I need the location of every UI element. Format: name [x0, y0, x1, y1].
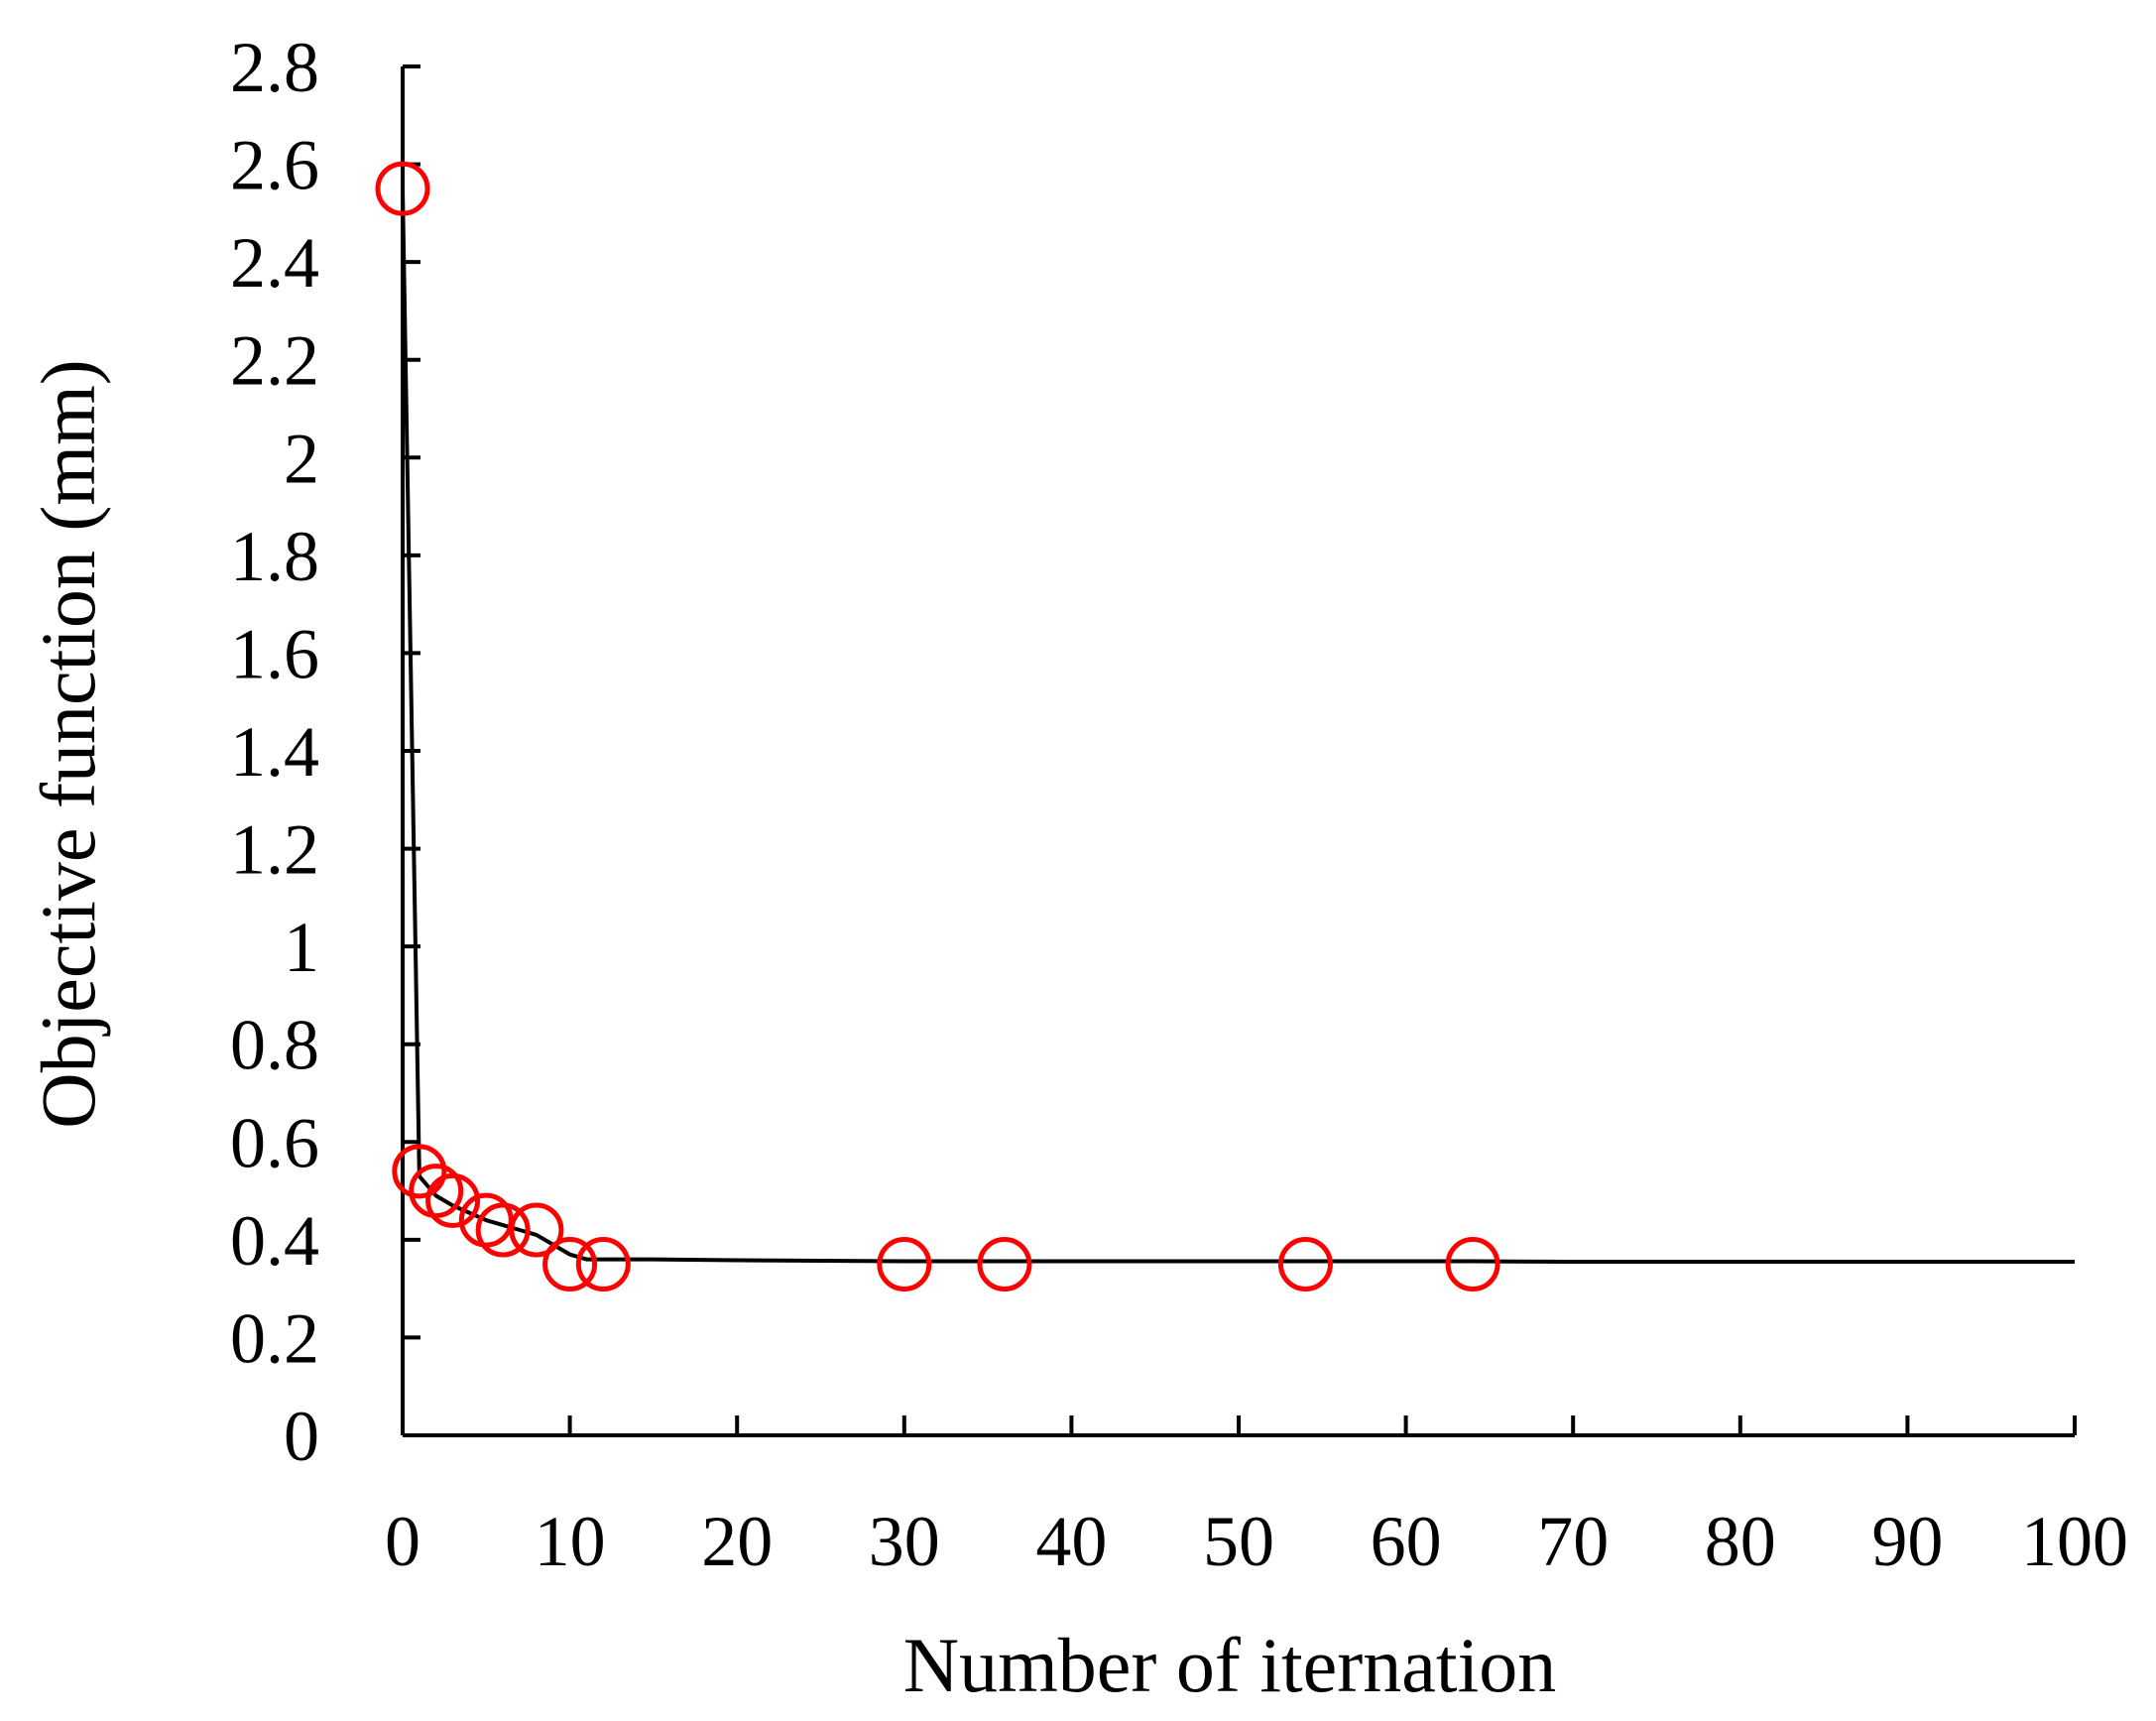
y-tick-label: 0	[284, 1397, 319, 1476]
y-tick-label: 1.6	[230, 614, 319, 693]
data-point	[509, 1202, 564, 1258]
data-point	[1445, 1237, 1500, 1291]
x-tick-label: 30	[869, 1502, 940, 1581]
y-tick-label: 1.4	[230, 712, 319, 792]
y-tick-label: 0.8	[230, 1006, 319, 1085]
y-tick-label: 2.4	[230, 223, 319, 303]
x-tick-label: 0	[385, 1502, 420, 1581]
y-tick-label: 0.4	[230, 1201, 319, 1281]
x-tick-label: 10	[535, 1502, 606, 1581]
data-point	[392, 1144, 447, 1199]
x-tick-label: 100	[2021, 1502, 2128, 1581]
y-tick-label: 1.8	[230, 517, 319, 596]
plot-area	[375, 161, 2075, 1291]
y-axis-title: Objective function (mm)	[25, 359, 111, 1128]
y-tick-label: 2.6	[230, 126, 319, 205]
data-point	[977, 1237, 1032, 1291]
x-tick-label: 70	[1537, 1502, 1609, 1581]
x-tick-label: 60	[1371, 1502, 1442, 1581]
y-tick-label: 2.8	[230, 28, 319, 107]
data-point	[575, 1237, 631, 1291]
axes: 0 0.2 0.4 0.6 0.8 1 1.2 1.4 1.6 1.8 2 2.2 2.4 2.6 2.8 0…	[230, 28, 2128, 1581]
x-tick-label: 90	[1871, 1502, 1943, 1581]
y-tick-label: 1	[284, 908, 319, 987]
data-point	[425, 1172, 481, 1228]
y-tick-label: 0.6	[230, 1103, 319, 1182]
y-tick-label: 2	[284, 419, 319, 498]
y-tick-label: 1.2	[230, 810, 319, 890]
y-tick-label: 0.2	[230, 1298, 319, 1378]
data-point	[475, 1202, 531, 1258]
data-point	[542, 1237, 598, 1291]
x-tick-label: 20	[701, 1502, 773, 1581]
x-tick-label: 50	[1203, 1502, 1274, 1581]
data-point	[375, 161, 430, 216]
x-tick-label: 40	[1035, 1502, 1107, 1581]
x-tick-label: 80	[1705, 1502, 1776, 1581]
y-tick-label: 2.2	[230, 321, 319, 401]
x-axis-title: Number of iternation	[903, 1622, 1556, 1708]
data-point	[877, 1237, 932, 1291]
series-line	[401, 188, 2075, 1265]
data-point	[1277, 1237, 1333, 1291]
